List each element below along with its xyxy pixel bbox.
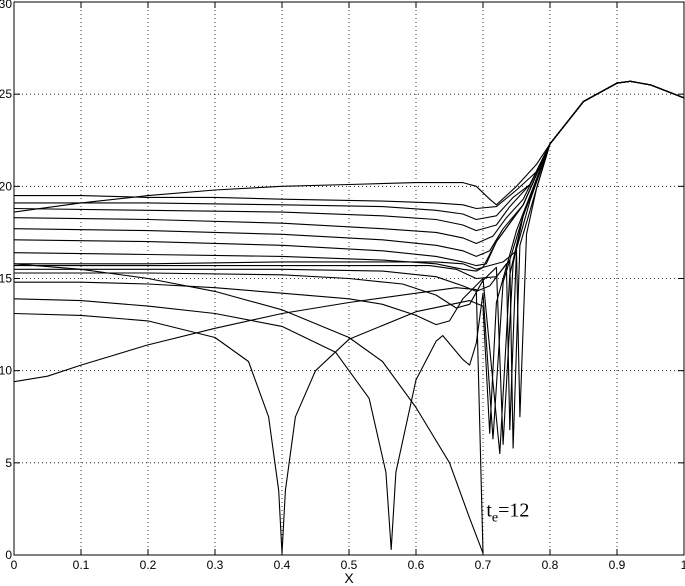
x-tick-label: 0.8 xyxy=(542,558,559,572)
x-tick-label: 0 xyxy=(11,558,18,572)
y-tick-label: 10 xyxy=(0,364,12,378)
y-tick-label: 30 xyxy=(0,0,12,11)
x-tick-label: 0.2 xyxy=(140,558,157,572)
annotation-suffix: =12 xyxy=(498,499,529,521)
series-line-9 xyxy=(13,263,484,554)
y-tick-labels: 0 5 10 15 20 25 30 xyxy=(0,0,12,562)
x-tick-label: 0.6 xyxy=(408,558,425,572)
tick-marks xyxy=(13,1,685,556)
x-tick-label: 0.7 xyxy=(475,558,492,572)
y-tick-label: 5 xyxy=(5,456,12,470)
y-tick-label: 15 xyxy=(0,272,12,286)
x-tick-label: 1 xyxy=(681,558,685,572)
annotation-main: t xyxy=(486,499,492,521)
series-line-1 xyxy=(13,287,484,554)
x-tick-label: 0.3 xyxy=(207,558,224,572)
x-tick-label: 0.4 xyxy=(274,558,291,572)
series-lines xyxy=(13,80,685,554)
y-tick-label: 25 xyxy=(0,87,12,101)
y-tick-label: 20 xyxy=(0,179,12,193)
x-axis-label: X xyxy=(344,570,354,586)
series-line-17 xyxy=(13,80,685,213)
annotation-subscript: e xyxy=(492,510,498,525)
x-tick-label: 0.5 xyxy=(341,558,358,572)
x-tick-label: 0.9 xyxy=(609,558,626,572)
annotation-te: te=12 xyxy=(486,499,529,525)
x-tick-label: 0.1 xyxy=(73,558,90,572)
y-tick-label: 0 xyxy=(5,548,12,562)
x-tick-labels: 0 0.1 0.2 0.3 0.4 0.5 0.6 0.7 0.8 0.9 1 xyxy=(11,558,685,572)
